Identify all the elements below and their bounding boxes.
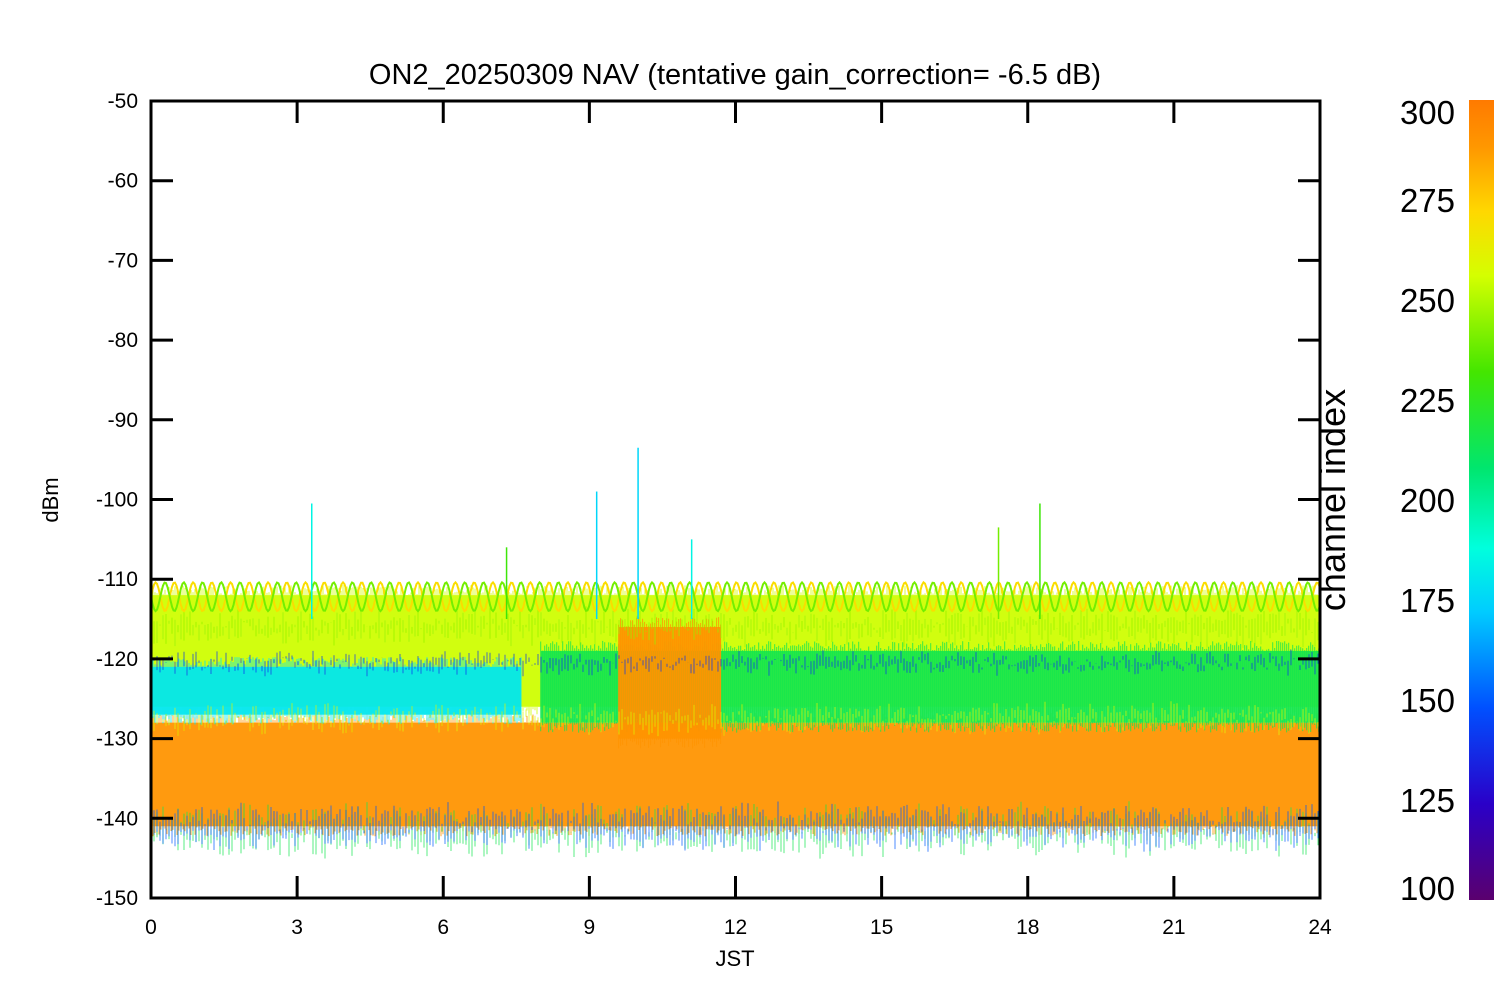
y-axis-title: dBm — [38, 477, 63, 522]
colorbar — [1469, 100, 1494, 900]
colorbar-tick-label: 225 — [1400, 382, 1455, 419]
colorbar-tick-label: 300 — [1400, 94, 1455, 131]
y-tick-label: -100 — [96, 489, 138, 512]
colorbar-ticks: 100 125 150 175 200 225 250 275 300 — [1400, 94, 1455, 907]
wave-layer — [151, 580, 1320, 613]
x-tick-label: 6 — [437, 916, 449, 939]
y-tick-label: -50 — [108, 90, 138, 113]
y-tick-label: -120 — [96, 648, 138, 671]
colorbar-tick-label: 150 — [1400, 682, 1455, 719]
x-tick-label: 24 — [1308, 916, 1332, 939]
colorbar-title: channel index — [1312, 389, 1353, 611]
band-edge — [618, 617, 722, 749]
colorbar-tick-label: 100 — [1400, 870, 1455, 907]
x-tick-label: 21 — [1162, 916, 1185, 939]
y-tick-label: -70 — [108, 249, 138, 272]
colorbar-tick-label: 250 — [1400, 282, 1455, 319]
y-tick-label: -150 — [96, 887, 138, 910]
oscillation-line — [151, 580, 1320, 613]
x-tick-label: 12 — [724, 916, 747, 939]
y-tick-label: -60 — [108, 170, 138, 193]
y-tick-label: -80 — [108, 329, 138, 352]
band-edge — [151, 712, 1320, 837]
y-tick-label: -140 — [96, 807, 138, 830]
y-tick-label: -110 — [98, 568, 138, 591]
plot-area — [151, 447, 1320, 859]
chart-title: ON2_20250309 NAV (tentative gain_correct… — [369, 59, 1101, 91]
colorbar-tick-label: 200 — [1400, 482, 1455, 519]
bands-layer — [151, 585, 1320, 837]
band-edge — [151, 656, 522, 725]
noise-strokes — [151, 649, 1319, 677]
x-tick-label: 9 — [584, 916, 596, 939]
x-tick-label: 3 — [291, 916, 303, 939]
y-tick-label: -130 — [96, 728, 138, 751]
noise-strokes — [151, 701, 1319, 737]
band — [151, 656, 522, 725]
colorbar-tick-label: 125 — [1400, 782, 1455, 819]
noise-strokes — [151, 605, 1319, 648]
colorbar-tick-label: 175 — [1400, 582, 1455, 619]
spike-layer — [310, 447, 1041, 620]
noise-strokes — [151, 801, 1319, 852]
x-axis-title: JST — [715, 946, 754, 971]
x-axis: 0 3 6 9 12 15 18 21 24 — [145, 101, 1332, 939]
noise-layer — [151, 605, 1319, 859]
y-axis: -50 -60 -70 -80 -90 -100 -110 -120 -130 -140 -150 — [96, 90, 1320, 910]
x-tick-label: 0 — [145, 916, 157, 939]
x-tick-label: 18 — [1016, 916, 1039, 939]
colorbar-tick-label: 275 — [1400, 182, 1455, 219]
y-tick-label: -90 — [108, 409, 138, 432]
x-tick-label: 15 — [870, 916, 893, 939]
